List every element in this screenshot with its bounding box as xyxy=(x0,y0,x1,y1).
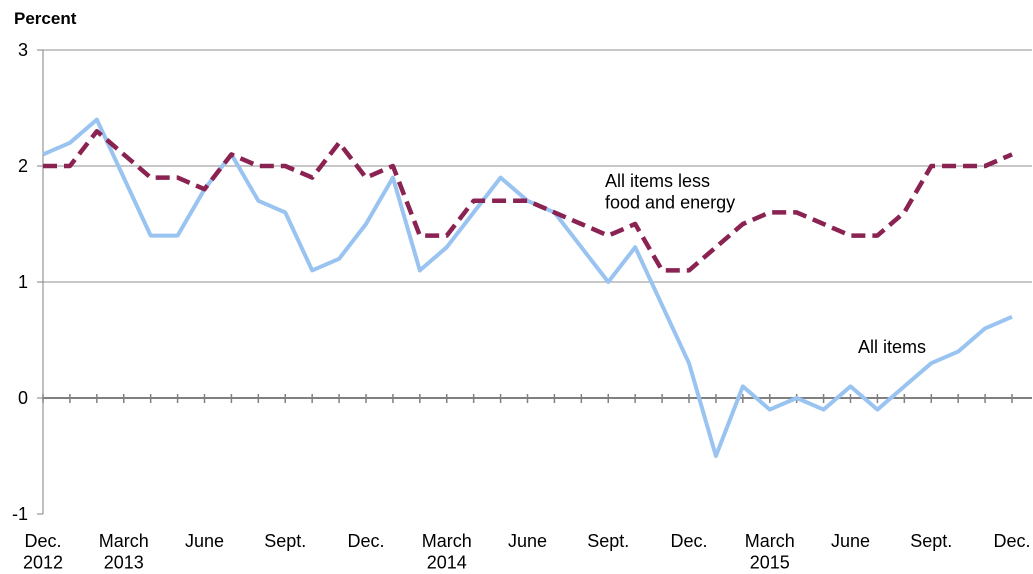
x-tick-label: June xyxy=(185,531,224,551)
series-line xyxy=(42,117,1013,458)
series-label: All items xyxy=(858,337,926,357)
x-tick-label: Sept. xyxy=(264,531,306,551)
x-tick-label: Sept. xyxy=(587,531,629,551)
series-label: All items less food and energy xyxy=(605,171,735,213)
y-tick-label: 3 xyxy=(18,40,28,60)
series-line xyxy=(43,128,1013,273)
y-tick-label: -1 xyxy=(12,504,28,524)
x-tick-label: June xyxy=(831,531,870,551)
x-tick-label: Dec. 2012 xyxy=(23,531,63,573)
y-axis-label: Percent xyxy=(14,9,77,28)
x-tick-label: March 2014 xyxy=(422,531,472,573)
x-tick-label: March 2013 xyxy=(99,531,149,573)
y-tick-label: 1 xyxy=(18,272,28,292)
x-tick-label: Dec. xyxy=(670,531,707,551)
x-tick-label: Dec. xyxy=(993,531,1030,551)
x-tick-label: Dec. xyxy=(347,531,384,551)
y-tick-label: 0 xyxy=(18,388,28,408)
y-tick-label: 2 xyxy=(18,156,28,176)
x-tick-label: March 2015 xyxy=(745,531,795,573)
x-tick-label: Sept. xyxy=(910,531,952,551)
x-tick-label: June xyxy=(508,531,547,551)
